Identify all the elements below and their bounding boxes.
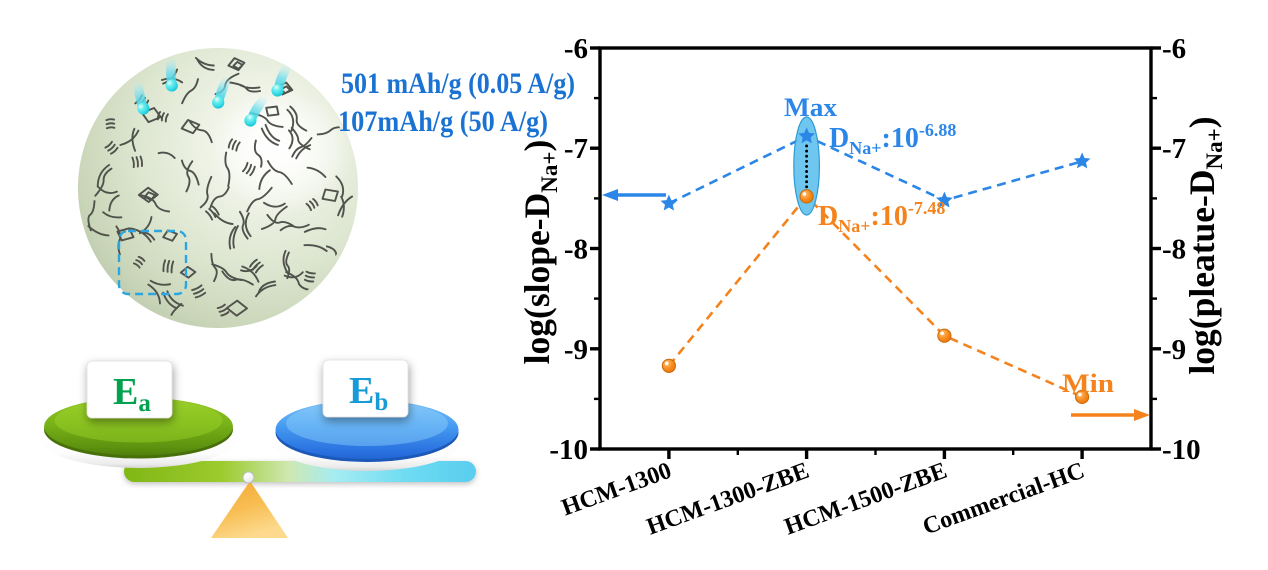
svg-text:107mAh/g (50 A/g): 107mAh/g (50 A/g) — [338, 105, 548, 138]
svg-text:-8: -8 — [1162, 234, 1186, 266]
svg-text:-10: -10 — [1162, 434, 1201, 466]
svg-text:-6: -6 — [1162, 33, 1186, 65]
svg-text:-6: -6 — [564, 33, 588, 65]
svg-text:Eb: Eb — [349, 370, 388, 416]
svg-text:Max: Max — [784, 93, 837, 122]
svg-text:DNa+:10-6.88: DNa+:10-6.88 — [829, 120, 956, 158]
svg-text:DNa+:10-7.48: DNa+:10-7.48 — [818, 198, 945, 236]
svg-text:501 mAh/g (0.05 A/g): 501 mAh/g (0.05 A/g) — [341, 67, 575, 100]
svg-text:-7: -7 — [1162, 133, 1186, 165]
svg-text:Min: Min — [1062, 369, 1115, 398]
svg-text:log(pleatue-DNa+): log(pleatue-DNa+) — [1182, 116, 1227, 374]
svg-text:-10: -10 — [549, 434, 588, 466]
svg-text:-7: -7 — [564, 133, 588, 165]
svg-text:-8: -8 — [564, 234, 588, 266]
svg-text:-9: -9 — [1162, 334, 1186, 366]
svg-text:log(slope-DNa+): log(slope-DNa+) — [517, 140, 562, 365]
svg-text:-9: -9 — [564, 334, 588, 366]
